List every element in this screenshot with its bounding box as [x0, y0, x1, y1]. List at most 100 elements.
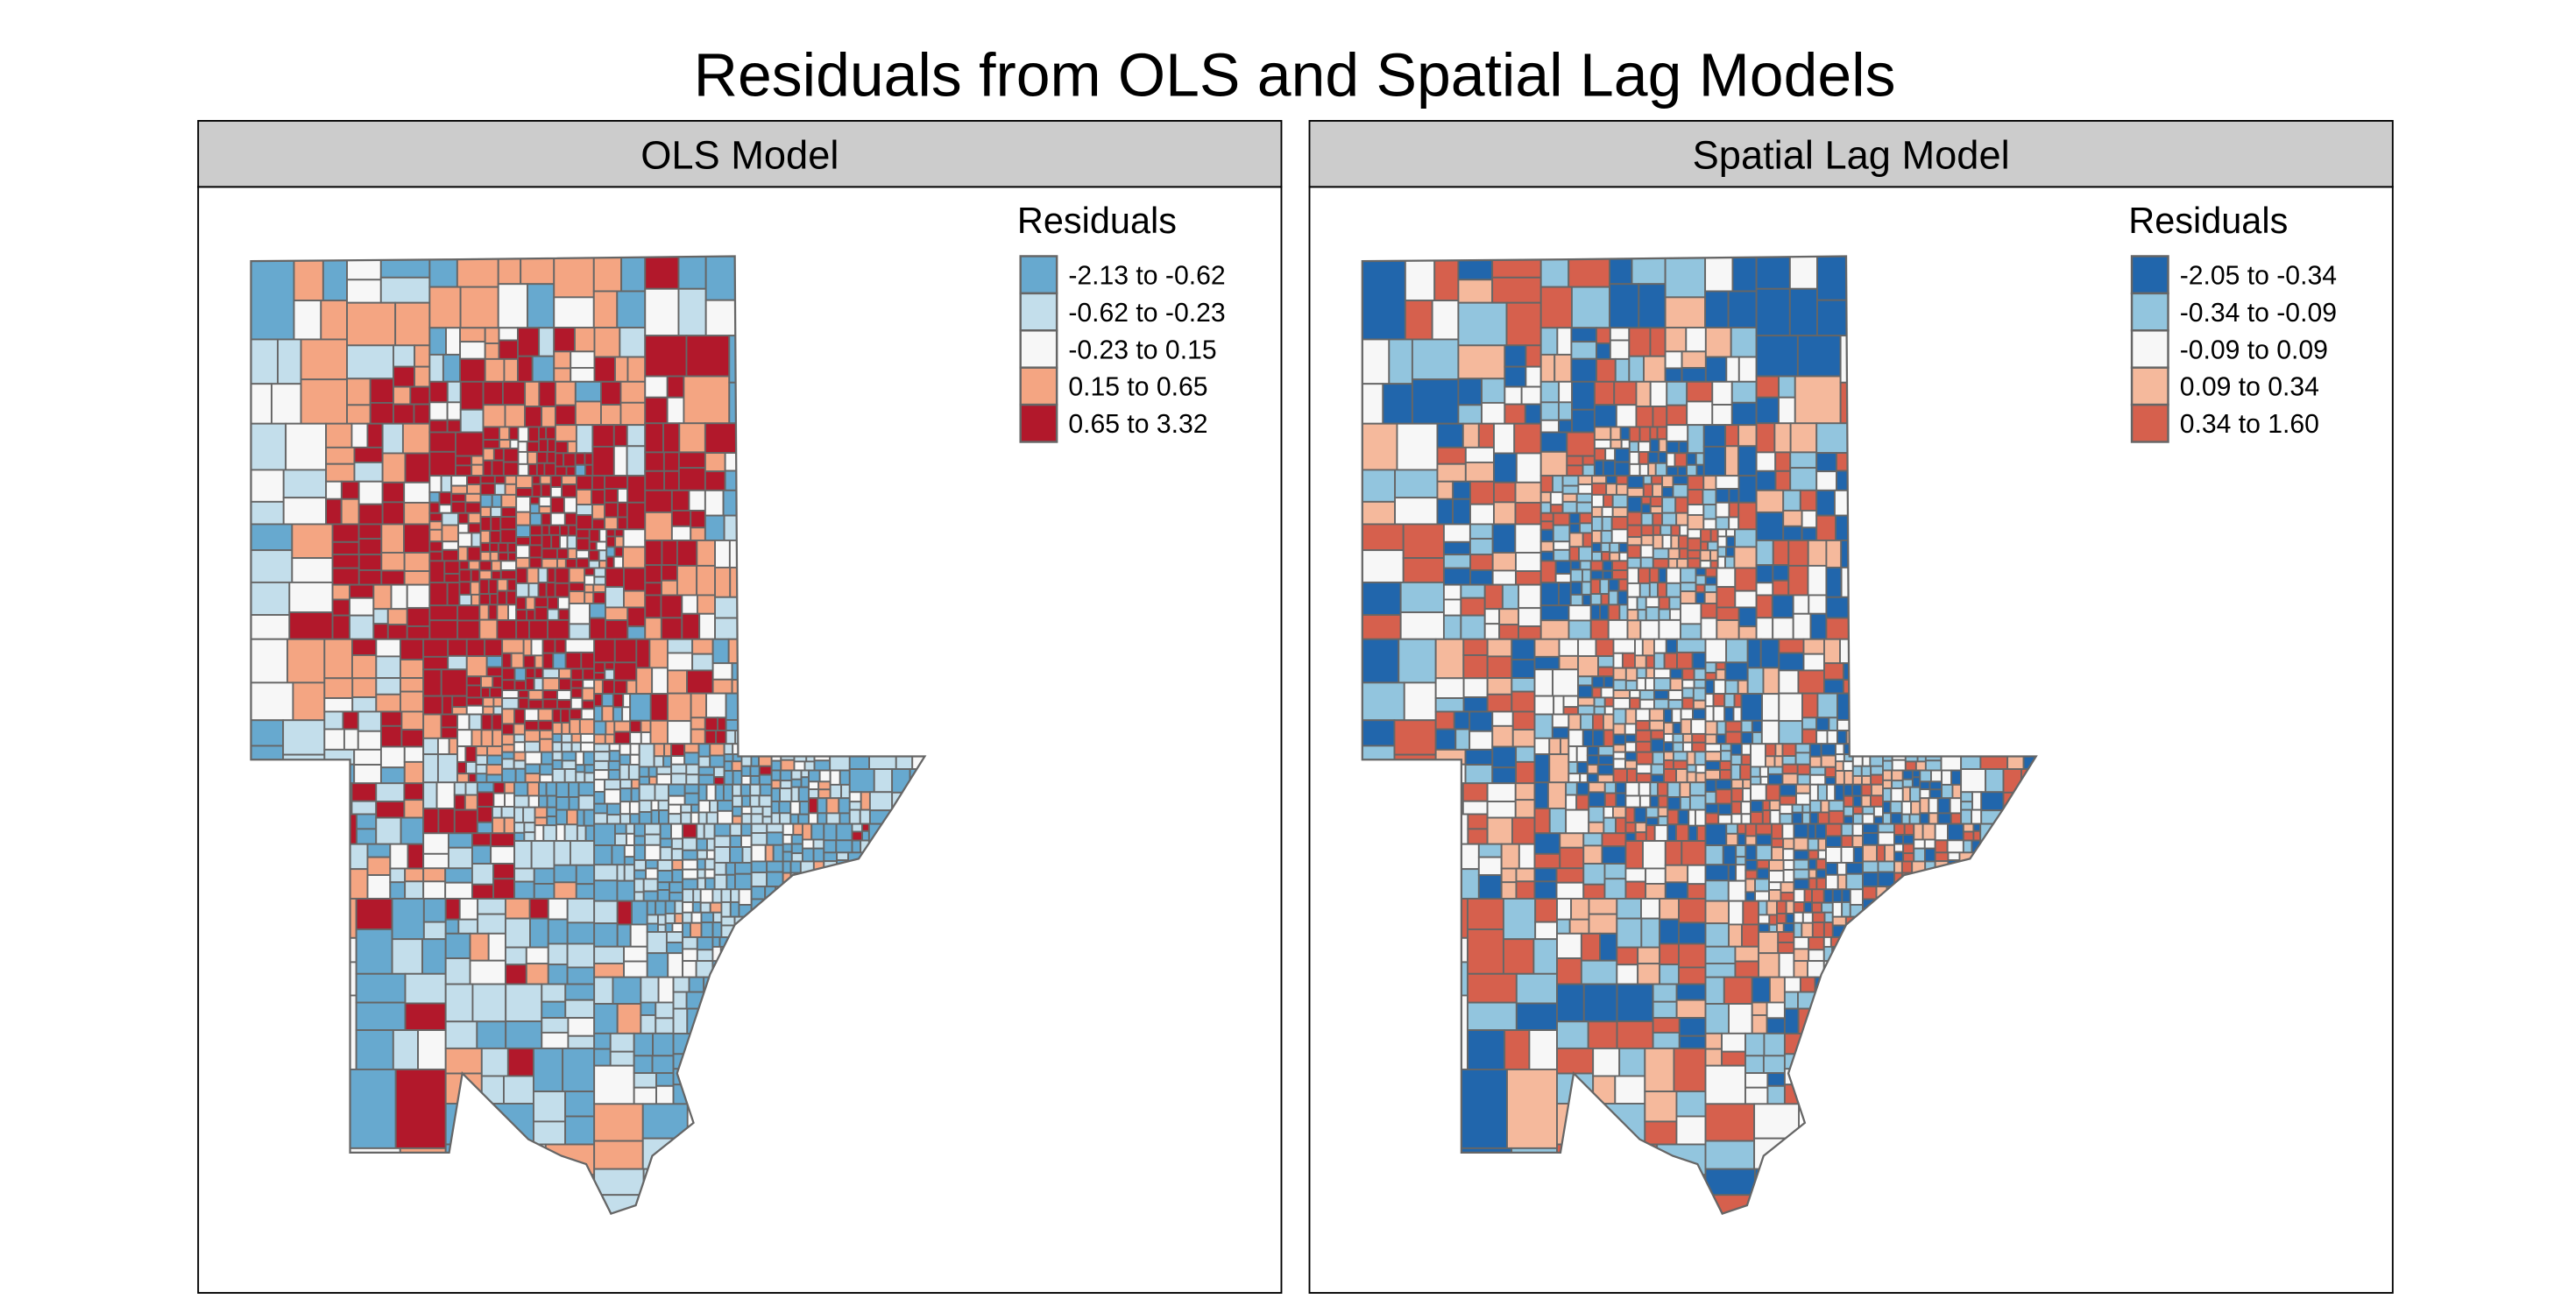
tract-polygon [1635, 751, 1654, 766]
tract-polygon [1515, 972, 1558, 1005]
tract-polygon [1518, 843, 1536, 870]
tract-polygon [535, 450, 548, 464]
tract-polygon [404, 880, 425, 900]
tract-polygon [670, 489, 690, 512]
tract-polygon [1539, 419, 1560, 434]
tract-polygon [491, 459, 505, 477]
tract-polygon [1725, 535, 1736, 548]
tract-polygon [1491, 569, 1517, 586]
tract-polygon [1754, 878, 1770, 893]
tract-polygon [479, 475, 496, 484]
tract-polygon [1732, 706, 1743, 723]
tract-polygon [1648, 719, 1665, 731]
tract-polygon [1835, 760, 1844, 772]
tract-polygon [554, 567, 570, 584]
tract-polygon [350, 782, 378, 802]
tract-polygon [1670, 524, 1681, 537]
tract-polygon [422, 737, 439, 756]
tract-polygon [723, 770, 734, 786]
tract-polygon [1811, 911, 1826, 924]
tract-polygon [517, 426, 530, 443]
tract-polygon [1695, 583, 1706, 594]
tract-polygon [1582, 568, 1592, 583]
tract-polygon [1712, 693, 1726, 708]
tract-polygon [1693, 679, 1707, 689]
tract-polygon [711, 638, 730, 665]
tract-polygon [541, 689, 558, 701]
tract-polygon [1558, 654, 1580, 671]
tract-polygon [725, 873, 736, 891]
tract-polygon [291, 523, 334, 560]
tract-polygon [428, 619, 459, 640]
tract-polygon [1695, 772, 1707, 784]
tract-polygon [593, 769, 610, 780]
tract-polygon [421, 938, 447, 975]
tract-polygon [1649, 781, 1659, 797]
tract-polygon [491, 569, 502, 581]
tract-polygon [1815, 877, 1827, 891]
tract-polygon [1779, 794, 1797, 806]
tract-polygon [638, 783, 656, 801]
tract-polygon [400, 638, 425, 660]
tract-polygon [525, 677, 535, 691]
tract-polygon [1910, 801, 1921, 815]
tract-polygon [1815, 822, 1827, 840]
tract-polygon [557, 608, 570, 621]
tract-polygon [782, 860, 792, 874]
tract-polygon [660, 617, 683, 640]
tract-polygon [1861, 805, 1875, 815]
tract-polygon [1586, 754, 1600, 766]
tract-polygon [1843, 794, 1855, 808]
tract-polygon [1647, 450, 1660, 464]
tract-polygon [465, 704, 485, 716]
tract-polygon [674, 900, 684, 914]
tract-polygon [1904, 760, 1917, 772]
tract-polygon [1603, 863, 1627, 880]
tract-polygon [443, 560, 461, 575]
tract-polygon [1626, 524, 1643, 539]
tract-polygon [640, 731, 652, 745]
tract-polygon [640, 719, 652, 733]
tract-polygon [513, 831, 526, 842]
tract-polygon [778, 812, 792, 825]
tract-polygon [1638, 426, 1652, 443]
tract-polygon [1434, 728, 1457, 751]
tract-polygon [598, 528, 608, 543]
tract-polygon [1568, 729, 1584, 747]
tract-polygon [664, 922, 674, 933]
tract-polygon [1704, 661, 1717, 674]
tract-polygon [664, 913, 676, 925]
tract-polygon [655, 1072, 675, 1087]
tract-polygon [375, 801, 406, 819]
tract-polygon [568, 796, 580, 811]
tract-polygon [547, 596, 559, 611]
tract-polygon [588, 549, 600, 562]
tract-polygon [770, 812, 781, 825]
tract-polygon [1636, 677, 1646, 691]
tract-polygon [1668, 608, 1681, 621]
tract-polygon [441, 524, 459, 543]
tract-polygon [1539, 431, 1568, 453]
tract-polygon [750, 805, 764, 815]
tract-polygon [1533, 737, 1551, 756]
tract-polygon [567, 524, 577, 537]
tract-polygon [575, 751, 585, 766]
tract-polygon [1640, 534, 1654, 547]
tract-polygon [323, 677, 354, 699]
tract-polygon [1780, 891, 1795, 902]
tract-polygon [1836, 861, 1848, 876]
tract-polygon [465, 655, 488, 678]
tract-polygon [696, 564, 717, 596]
tract-polygon [1580, 932, 1601, 962]
tract-polygon [526, 441, 540, 453]
tract-polygon [593, 751, 611, 762]
tract-polygon [713, 861, 727, 876]
tract-polygon [251, 638, 288, 684]
tract-polygon [1716, 619, 1740, 640]
tract-polygon [574, 463, 587, 477]
tract-polygon [1505, 301, 1542, 347]
tract-polygon [1579, 560, 1592, 571]
tract-polygon [645, 867, 659, 880]
tract-polygon [386, 624, 408, 640]
tract-polygon [1434, 710, 1455, 731]
